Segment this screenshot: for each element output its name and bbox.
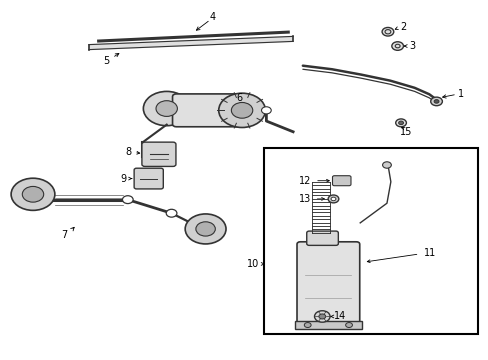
Text: 14: 14: [333, 311, 346, 321]
Circle shape: [345, 323, 352, 328]
FancyBboxPatch shape: [172, 94, 243, 127]
Polygon shape: [89, 36, 292, 50]
Text: 9: 9: [121, 174, 126, 184]
Circle shape: [398, 121, 403, 125]
Circle shape: [318, 314, 325, 319]
Text: 10: 10: [246, 259, 259, 269]
Text: 13: 13: [299, 194, 311, 204]
FancyBboxPatch shape: [296, 242, 359, 324]
Circle shape: [381, 27, 393, 36]
Circle shape: [231, 103, 252, 118]
Circle shape: [391, 42, 403, 50]
Circle shape: [196, 222, 215, 236]
Text: 1: 1: [458, 89, 464, 99]
Text: 11: 11: [424, 248, 436, 258]
Circle shape: [430, 97, 442, 106]
Circle shape: [22, 186, 43, 202]
FancyBboxPatch shape: [142, 142, 176, 166]
Circle shape: [122, 196, 133, 203]
Text: 6: 6: [236, 93, 242, 103]
Circle shape: [143, 91, 190, 126]
Text: 8: 8: [125, 147, 131, 157]
Circle shape: [330, 197, 335, 201]
Text: 5: 5: [102, 56, 109, 66]
Text: 3: 3: [408, 41, 414, 51]
Text: 15: 15: [399, 127, 411, 137]
Circle shape: [382, 162, 390, 168]
Circle shape: [433, 100, 438, 103]
Bar: [294, 321, 362, 329]
Text: 4: 4: [209, 12, 216, 22]
Circle shape: [218, 93, 265, 127]
Circle shape: [156, 101, 177, 116]
Circle shape: [327, 195, 338, 203]
Text: 12: 12: [299, 176, 311, 186]
Bar: [264, 148, 477, 334]
Circle shape: [261, 107, 271, 114]
FancyBboxPatch shape: [134, 168, 163, 189]
Text: 7: 7: [61, 230, 67, 240]
Circle shape: [11, 178, 55, 210]
Circle shape: [314, 311, 329, 322]
Circle shape: [185, 214, 225, 244]
Text: 2: 2: [399, 22, 406, 32]
FancyBboxPatch shape: [332, 176, 350, 186]
FancyBboxPatch shape: [306, 231, 338, 246]
Circle shape: [304, 323, 310, 328]
Circle shape: [395, 119, 406, 127]
Circle shape: [166, 209, 177, 217]
